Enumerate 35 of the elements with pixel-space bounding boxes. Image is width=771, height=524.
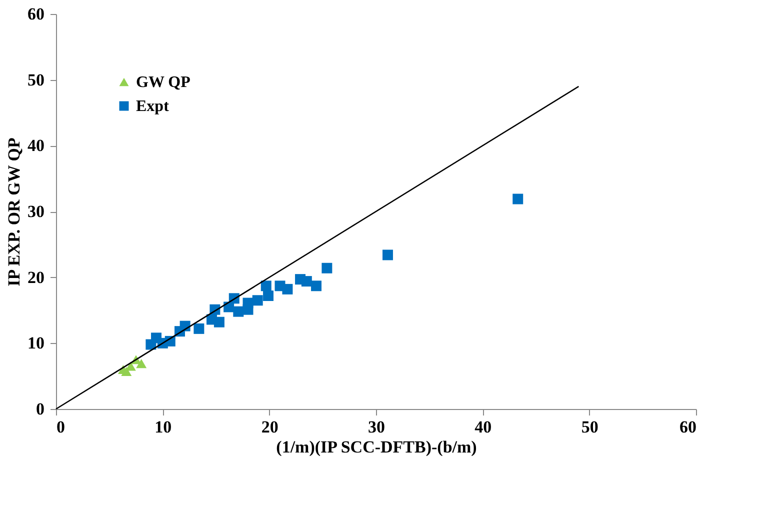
y-tick-label: 20 [28,268,44,287]
point [224,302,234,312]
point [214,316,224,328]
point [194,323,204,334]
x-tick-label: 40 [474,418,492,436]
x-tick-label: 60 [680,418,696,436]
x-axis-title: (1/m)(IP SCC-DFTB)-(b/m) [276,438,477,456]
point [382,250,393,260]
legend-label: Expt [136,98,170,115]
x-tick-label: 50 [581,418,598,436]
point [512,194,524,204]
y-tick-label: 0 [36,400,44,418]
point [263,290,274,302]
point [252,295,263,306]
y-tick-label: 30 [28,202,44,221]
y-axis-title: IP EXP. OR GW QP [4,138,24,286]
point [242,298,254,308]
point [233,306,244,317]
point [136,359,147,368]
x-tick-label: 20 [261,418,278,436]
y-tick-label: 60 [28,4,44,24]
point [311,280,322,292]
x-tick-label: 0 [56,418,65,436]
point [121,366,132,376]
point [260,280,272,292]
x-tick-label: 30 [368,418,385,436]
legend-label: GW QP [136,74,191,91]
y-tick-label: 10 [28,334,44,353]
y-tick-label: 50 [28,70,44,90]
x-tick-label: 10 [154,418,172,436]
y-tick-label: 40 [28,136,44,156]
point [322,262,332,274]
point [301,276,312,287]
point [146,339,156,350]
point [274,280,286,292]
